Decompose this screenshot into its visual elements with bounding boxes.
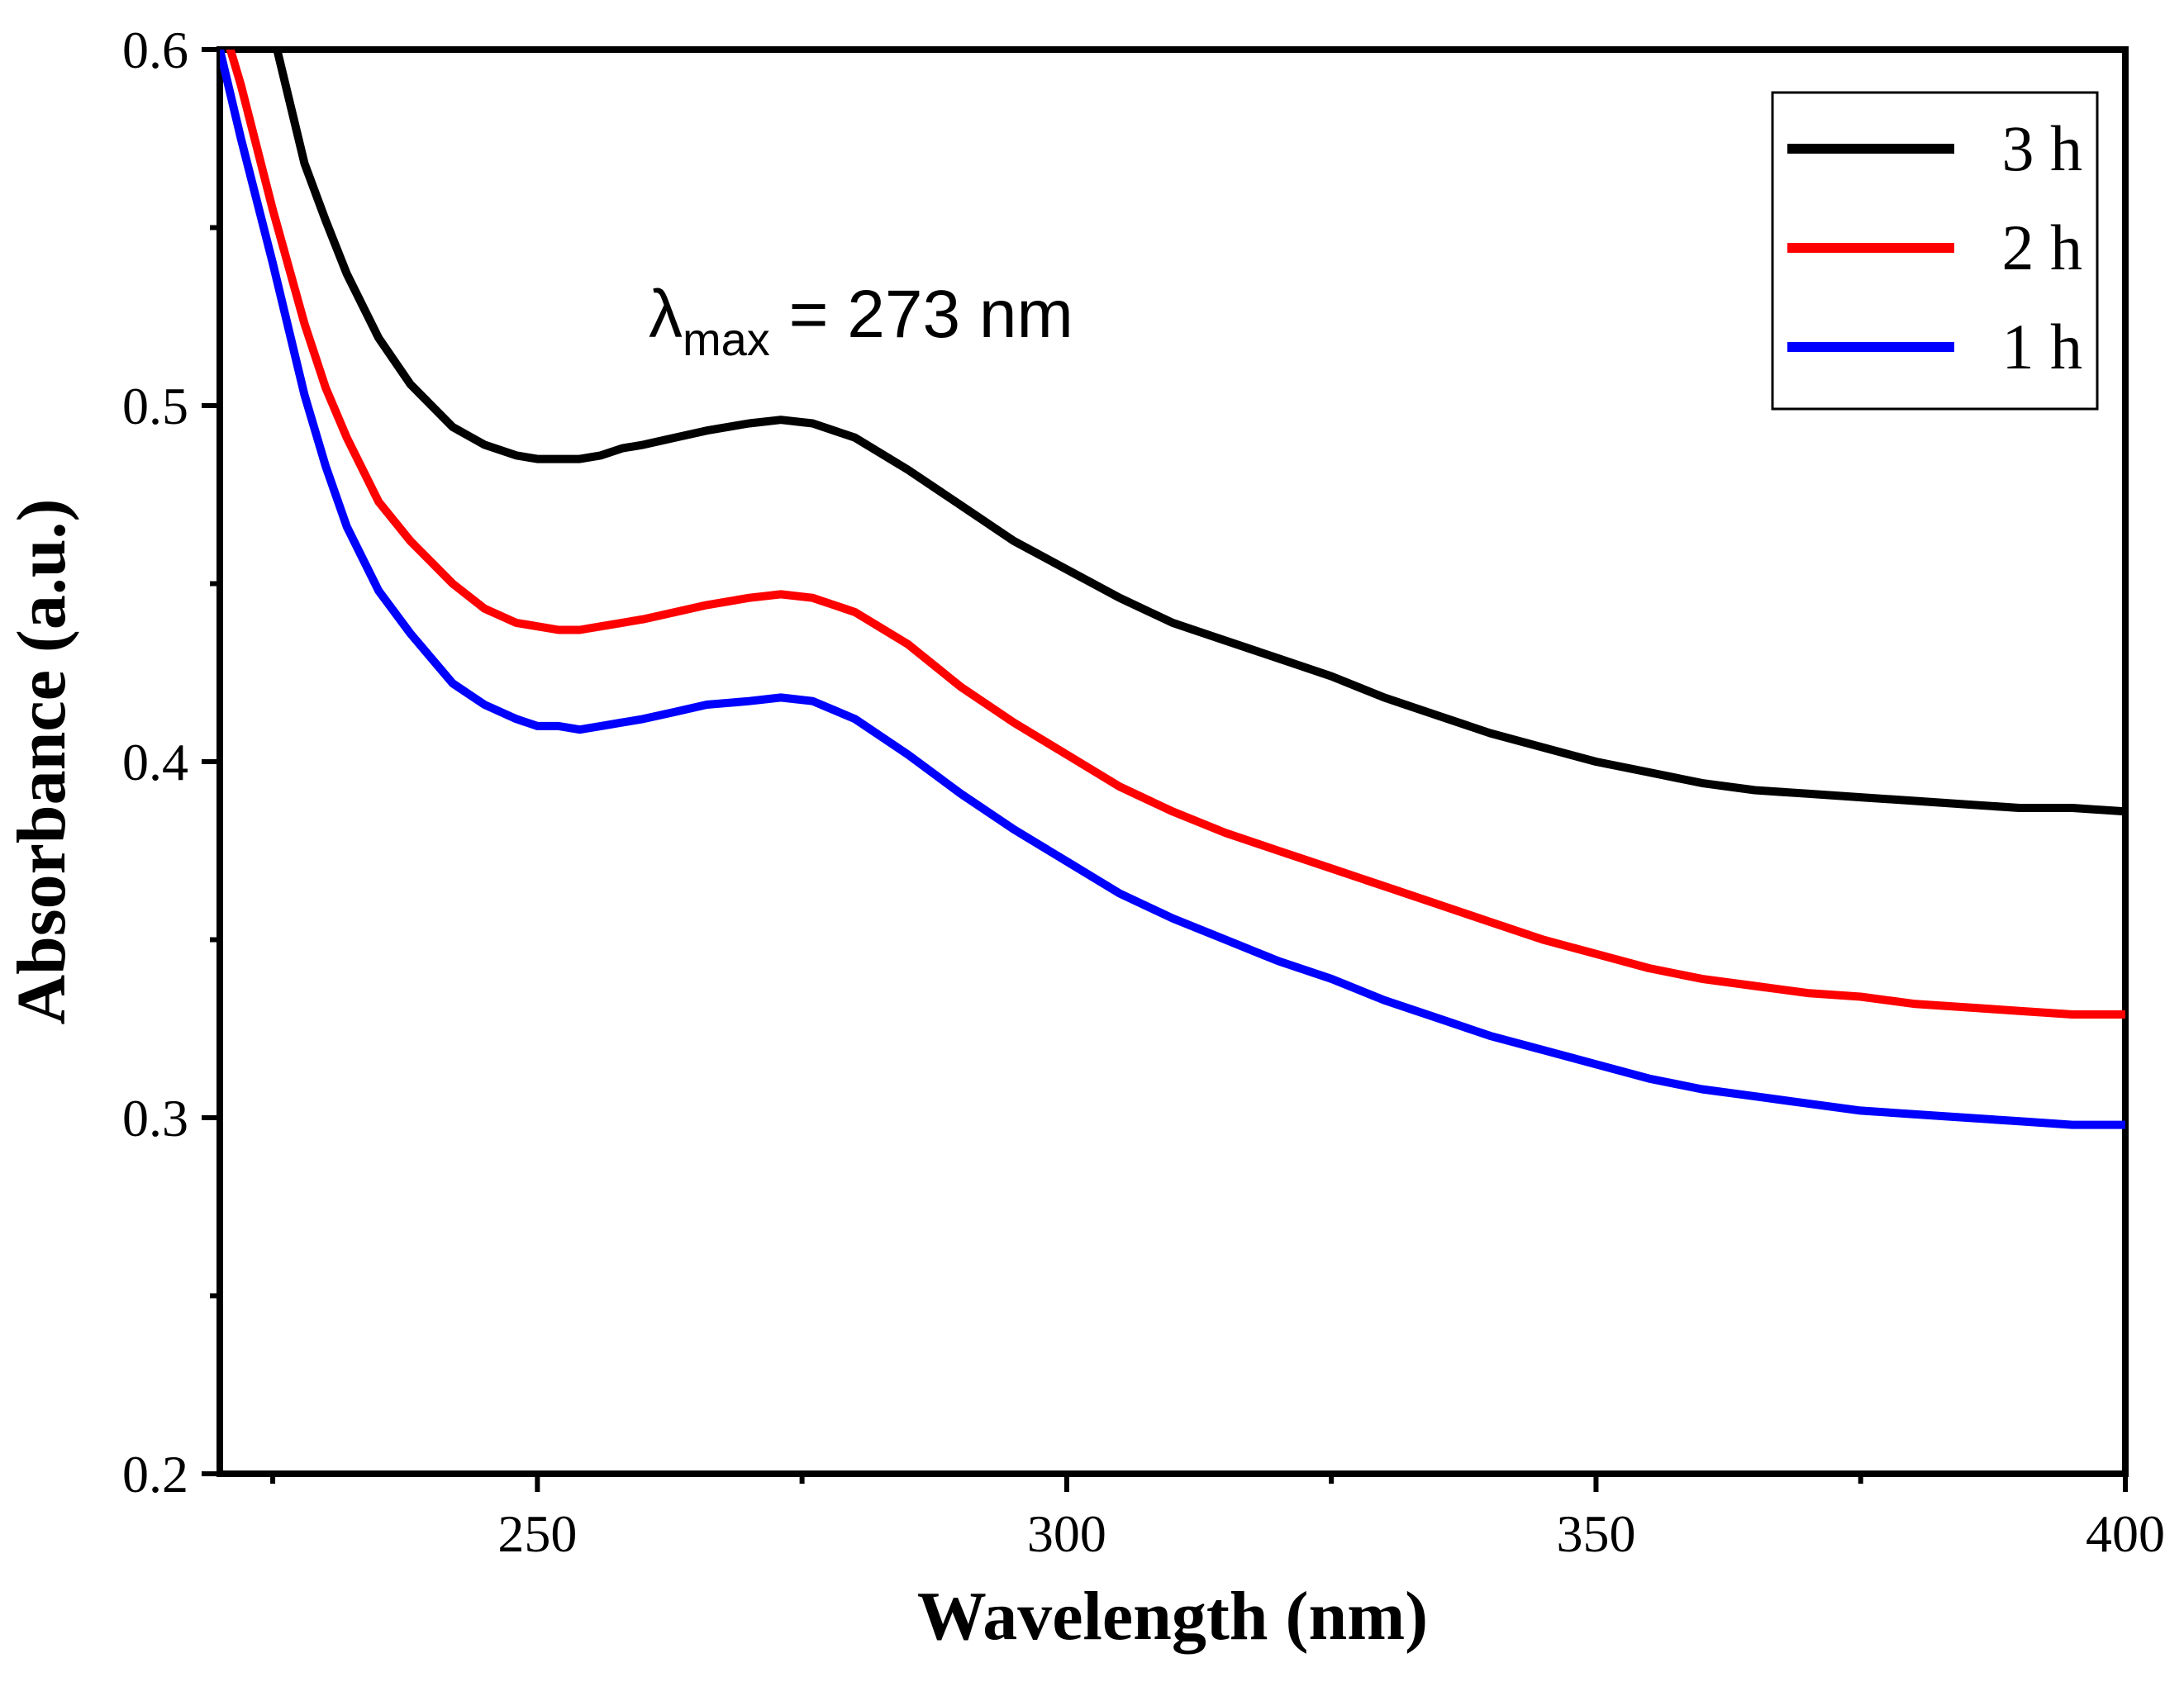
lambda-subscript: max xyxy=(683,313,770,365)
lambda-symbol: λ xyxy=(649,277,683,352)
y-tick-label: 0.3 xyxy=(122,1089,188,1147)
series-line-3h xyxy=(273,50,2125,816)
x-tick-label: 300 xyxy=(1027,1504,1106,1563)
legend-label: 3 h xyxy=(2002,112,2083,184)
y-axis-ticks: 0.2 0.3 0.4 0.5 0.6 xyxy=(122,21,220,1504)
legend-label: 1 h xyxy=(2002,311,2083,382)
lambda-value: = 273 nm xyxy=(770,277,1073,352)
series-layer xyxy=(220,50,2125,1129)
y-tick-label: 0.4 xyxy=(122,733,188,791)
y-tick-label: 0.5 xyxy=(122,377,188,435)
y-axis-title: Absorbance (a.u.) xyxy=(3,498,80,1024)
x-tick-label: 250 xyxy=(497,1504,577,1563)
x-axis-title: Wavelength (nm) xyxy=(917,1578,1428,1655)
legend: 3 h 2 h 1 h xyxy=(1771,91,2099,411)
lambda-max-annotation: λmax = 273 nm xyxy=(649,277,1073,365)
legend-label: 2 h xyxy=(2002,211,2083,283)
x-tick-label: 400 xyxy=(2086,1504,2165,1563)
y-tick-label: 0.2 xyxy=(122,1445,188,1504)
y-tick-label: 0.6 xyxy=(122,21,188,79)
x-axis-ticks: 250 300 350 400 xyxy=(270,1474,2165,1563)
series-line-2h xyxy=(226,50,2125,1019)
series-line-1h xyxy=(220,50,2125,1129)
x-tick-label: 350 xyxy=(1556,1504,1635,1563)
